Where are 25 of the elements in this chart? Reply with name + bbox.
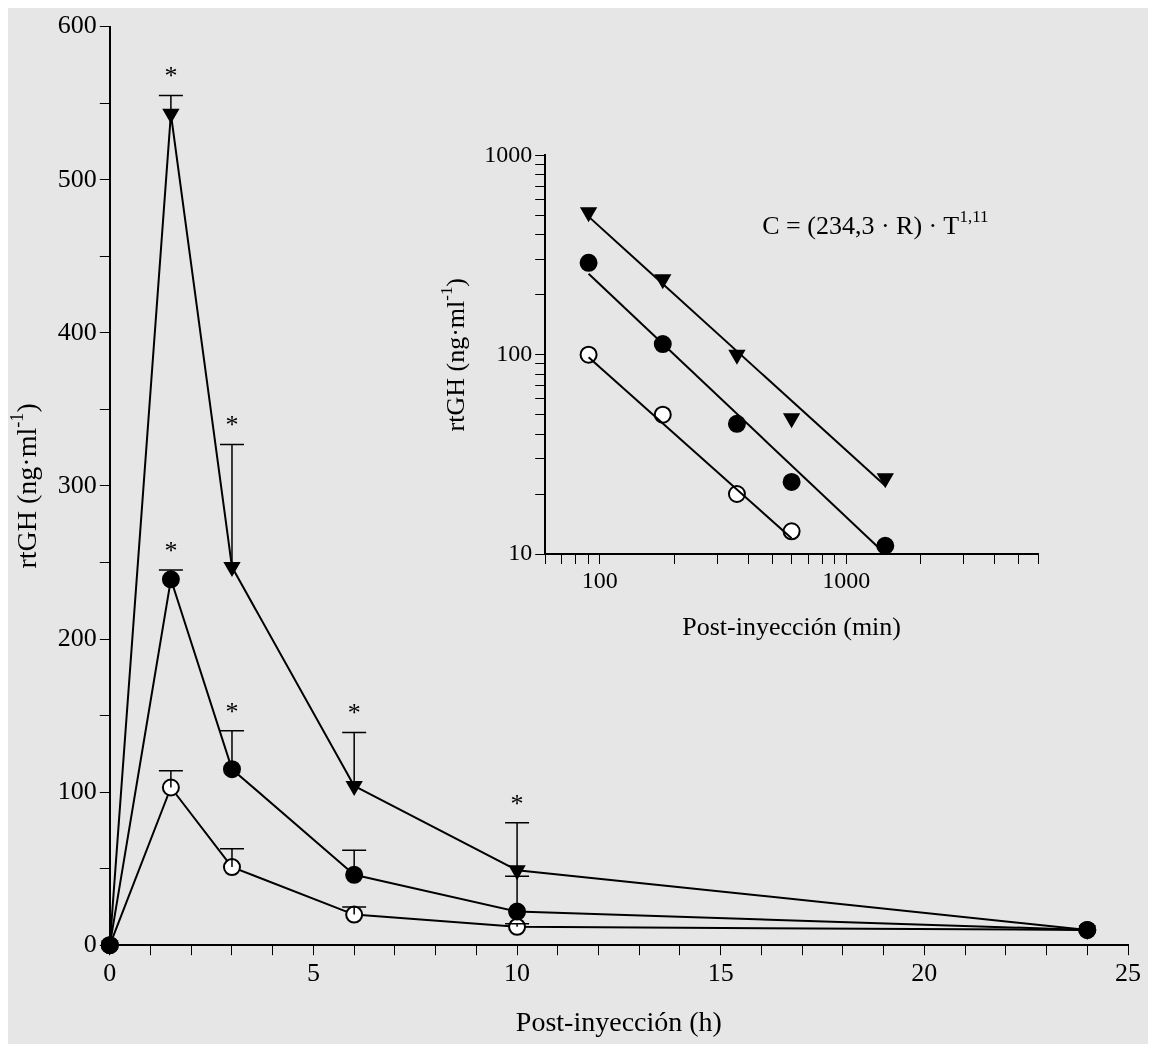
annotation: *	[225, 410, 239, 440]
y-tick-label: 500	[57, 163, 97, 193]
y-tick-label: 300	[57, 469, 97, 499]
x-tick-label: 0	[103, 957, 117, 987]
y-axis-title: rtGH (ng·ml-1)	[436, 277, 471, 432]
y-tick-label: 0	[83, 929, 97, 959]
x-axis-title: Post-inyección (h)	[515, 1005, 722, 1037]
y-tick-label: 10	[508, 539, 533, 566]
y-tick-label: 600	[57, 10, 97, 40]
y-tick-label: 100	[496, 340, 533, 366]
y-tick-label: 100	[57, 775, 97, 805]
y-tick-label: 200	[57, 622, 97, 652]
annotation: *	[347, 698, 361, 728]
x-tick-label: 5	[306, 957, 320, 987]
annotation: *	[164, 535, 178, 565]
y-tick-label: 1000	[484, 140, 533, 167]
x-tick-label: 25	[1115, 957, 1141, 987]
annotation: *	[225, 696, 239, 726]
x-tick-label: 20	[911, 957, 938, 987]
y-axis-title: rtGH (ng·ml-1)	[6, 403, 43, 569]
x-axis-title: Post-inyección (min)	[682, 612, 901, 642]
annotation: *	[164, 61, 178, 91]
x-tick-label: 15	[707, 957, 734, 987]
y-tick-label: 400	[57, 316, 97, 346]
annotation: *	[510, 788, 524, 818]
